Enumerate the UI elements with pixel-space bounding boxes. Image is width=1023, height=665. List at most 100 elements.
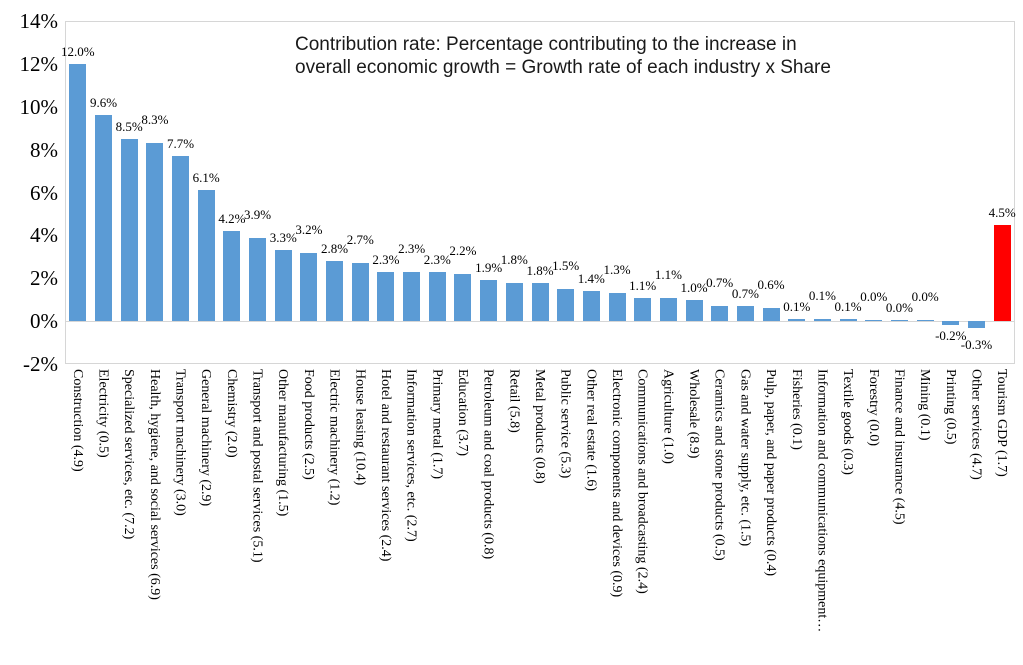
bar-value-label: 4.2%	[218, 211, 246, 227]
category-label: Health, hygiene, and social services (6.…	[146, 369, 162, 600]
bar	[967, 321, 985, 328]
category-label: Transport machinery (3.0)	[172, 369, 188, 516]
y-axis-tick-label: 12%	[19, 51, 59, 76]
bar-value-label: 12.0%	[61, 43, 95, 59]
category-label: Electronic components and devices (0.9)	[609, 369, 625, 598]
bar-value-label: 1.0%	[680, 279, 708, 295]
bar-value-label: 0.0%	[885, 300, 913, 316]
bar-value-label: 7.7%	[166, 136, 195, 152]
category-label: Other services (4.7)	[968, 369, 984, 480]
category-label: Hotel and restaurant services (2.4)	[377, 369, 393, 562]
category-label: House leasing (10.4)	[352, 369, 368, 486]
category-label: Wholesale (8.9)	[686, 369, 702, 459]
category-label: Education (3.7)	[454, 369, 470, 457]
bar-value-label: 0.1%	[783, 298, 811, 314]
category-label: Gas and water supply, etc. (1.5)	[737, 369, 753, 547]
bar-value-label: 1.1%	[629, 277, 657, 293]
category-label: Transport and postal services (5.1)	[249, 369, 265, 563]
bar-value-label: 2.7%	[346, 232, 374, 248]
bar	[890, 320, 908, 322]
bar-value-label: 1.5%	[552, 257, 580, 273]
bar-value-label: 0.0%	[860, 289, 888, 305]
bar	[197, 190, 215, 322]
bar-value-label: 8.3%	[141, 112, 169, 128]
category-label: Printing (0.5)	[942, 369, 958, 445]
category-label: Chemistry (2.0)	[223, 369, 239, 458]
bar	[839, 318, 857, 322]
bar	[531, 282, 549, 322]
category-label: Information and communications equipment…	[814, 369, 830, 633]
x-axis-line	[65, 321, 1015, 323]
bar	[428, 271, 446, 322]
bar-value-label: 0.6%	[757, 277, 785, 293]
chart-title-line2: overall economic growth = Growth rate of…	[295, 57, 831, 78]
category-label: Textile goods (0.3)	[840, 369, 856, 475]
category-label: Food products (2.5)	[300, 369, 316, 480]
category-label: Tourism GDP (1.7)	[994, 369, 1010, 477]
category-label: Fisheries (0.1)	[788, 369, 804, 450]
bar	[223, 231, 241, 322]
bar-value-label: 1.8%	[500, 251, 528, 267]
bar-value-label: 1.3%	[603, 262, 631, 278]
bar	[685, 299, 703, 322]
bar-value-label: 0.1%	[834, 298, 862, 314]
category-label: Public service (5.3)	[557, 369, 573, 479]
bar-value-label: 2.3%	[423, 251, 451, 267]
bar	[480, 280, 498, 322]
category-label: Finance and insurance (4.5)	[891, 369, 907, 525]
bar	[634, 297, 652, 322]
bar-value-label: 8.5%	[115, 118, 143, 134]
y-axis-tick-label: -2%	[23, 352, 58, 376]
category-label: Retail (5.8)	[506, 369, 522, 433]
bar-value-label: 2.2%	[449, 242, 477, 258]
bar	[120, 138, 138, 322]
bar	[557, 288, 575, 322]
bar	[942, 321, 960, 326]
bar	[813, 318, 831, 322]
bar-value-label: 3.3%	[269, 230, 297, 246]
bar	[659, 297, 677, 322]
bar-value-label: -0.2%	[935, 328, 967, 344]
category-label: Specialized services, etc. (7.2)	[121, 369, 137, 540]
bar-value-label: 1.9%	[475, 260, 503, 276]
bar-value-label: 1.4%	[577, 271, 605, 287]
bar-value-label: 3.9%	[244, 206, 272, 222]
category-label: Petroleum and coal products (0.8)	[480, 369, 496, 560]
bar	[403, 271, 421, 322]
bar-value-label: 1.8%	[526, 262, 554, 278]
bar	[172, 156, 190, 322]
y-axis-tick-label: 2%	[30, 266, 58, 291]
bar-value-label: 0.1%	[808, 287, 836, 303]
bar-value-label: 6.1%	[192, 170, 220, 186]
y-axis-tick-label: 8%	[30, 137, 58, 162]
y-axis-tick-label: 10%	[19, 94, 59, 119]
bar	[608, 293, 626, 322]
y-axis-tick-label: 4%	[30, 223, 58, 248]
bar	[95, 115, 112, 322]
y-axis-tick-label: 6%	[30, 180, 58, 205]
bar-value-label: 0.0%	[911, 289, 939, 305]
bar-value-label: 1.1%	[654, 266, 682, 282]
category-label: Other manufacturing (1.5)	[275, 369, 291, 517]
category-label: Forestry (0.0)	[865, 369, 881, 446]
plot-area	[65, 21, 1015, 364]
bar	[249, 237, 267, 322]
bar-value-label: 0.7%	[731, 286, 759, 302]
chart-title-line1: Contribution rate: Percentage contributi…	[295, 34, 797, 55]
bar-value-label: 2.8%	[321, 241, 349, 257]
category-label: Metal products (0.8)	[532, 369, 547, 484]
category-label: Other real estate (1.6)	[583, 369, 599, 492]
category-label: Primary metal (1.7)	[429, 369, 445, 480]
bar-value-label: 0.7%	[706, 275, 734, 291]
bar	[326, 261, 344, 322]
bar	[865, 320, 883, 322]
y-axis-tick-label: 0%	[30, 309, 58, 334]
category-label: Electricity (0.5)	[95, 369, 111, 458]
bar-value-label: 4.5%	[988, 204, 1016, 220]
bar-value-label: 9.6%	[89, 95, 118, 111]
bar-value-label: 2.3%	[398, 240, 426, 256]
category-label: Mining (0.1)	[917, 369, 933, 441]
bar	[788, 318, 806, 322]
chart-title: Contribution rate: Percentage contributi…	[295, 33, 831, 79]
